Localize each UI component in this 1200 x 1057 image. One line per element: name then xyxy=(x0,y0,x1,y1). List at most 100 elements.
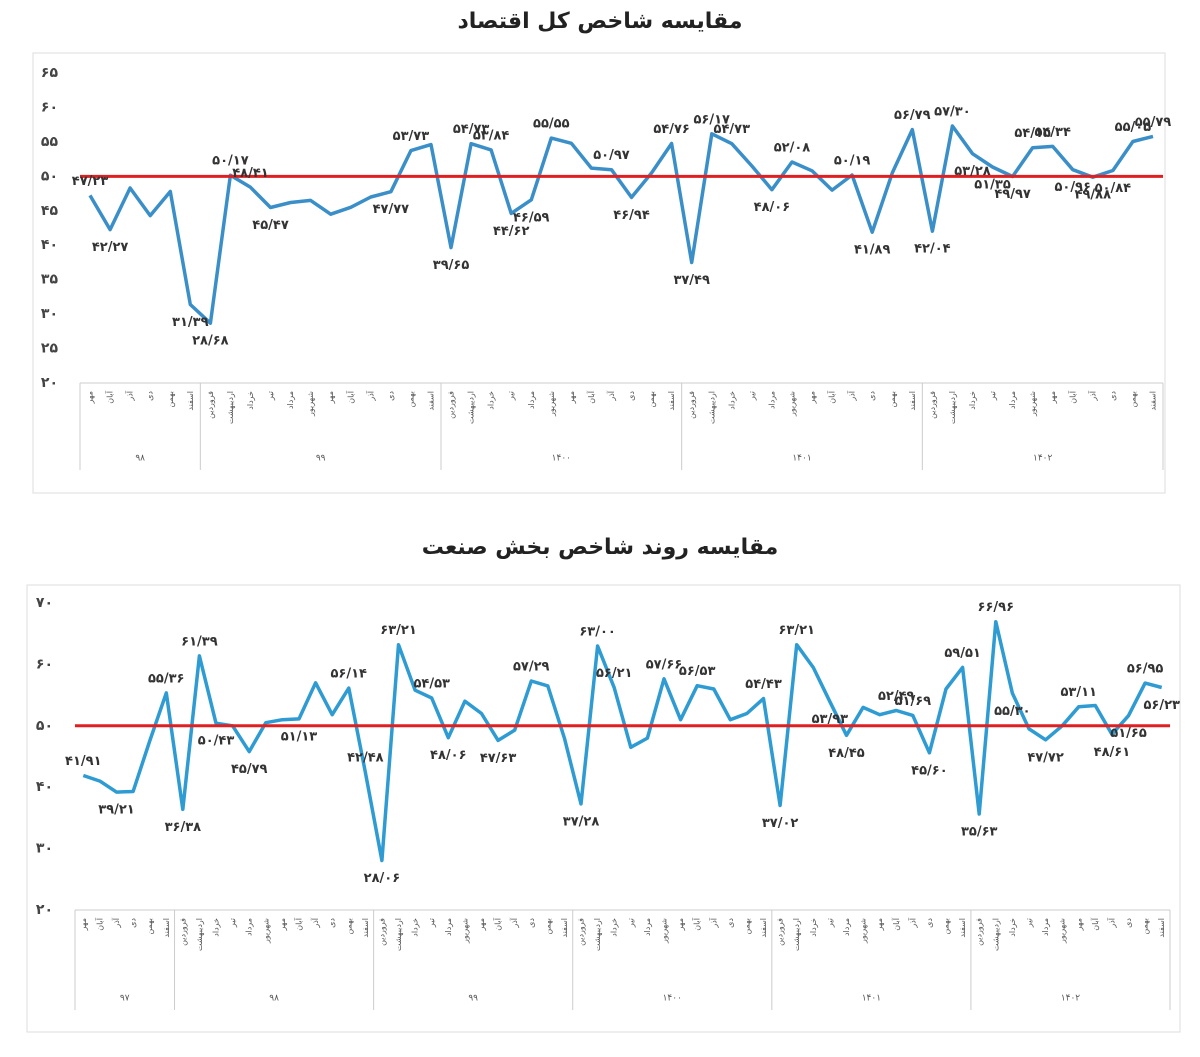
x-tick-label: اسفند xyxy=(186,391,195,411)
data-label: ۵۴/۳۴ xyxy=(1034,125,1071,140)
x-tick-label: آبان xyxy=(891,917,901,931)
data-label: ۵۳/۱۱ xyxy=(1061,685,1098,700)
data-label: ۵۵/۵۵ xyxy=(533,117,570,132)
data-label: ۴۵/۶۰ xyxy=(911,763,948,778)
data-label: ۴۷/۲۳ xyxy=(72,174,109,189)
data-label: ۴۱/۸۹ xyxy=(854,243,891,258)
x-tick-label: مرداد xyxy=(286,391,295,409)
x-tick-label: اسفند xyxy=(426,391,435,411)
y-tick-label: ۲۰ xyxy=(41,375,58,391)
data-label: ۵۶/۲۱ xyxy=(596,666,633,681)
x-tick-label: بهمن xyxy=(145,918,154,935)
x-tick-label: دی xyxy=(925,918,934,928)
x-tick-label: خرداد xyxy=(1008,918,1017,937)
y-tick-label: ۴۰ xyxy=(36,779,53,795)
x-tick-label: آبان xyxy=(493,917,503,931)
x-tick-label: آذر xyxy=(606,390,616,401)
data-label: ۵۱/۶۵ xyxy=(1110,726,1147,741)
data-label: ۵۶/۷۹ xyxy=(894,108,931,123)
x-tick-label: مهر xyxy=(808,391,817,404)
x-tick-label: شهریور xyxy=(1028,391,1037,417)
x-group-label: ۱۴۰۱ xyxy=(792,454,811,464)
data-label: ۴۹/۹۷ xyxy=(994,187,1031,202)
data-label: ۳۹/۶۵ xyxy=(433,258,470,273)
x-tick-label: اسفند xyxy=(560,918,569,938)
y-tick-label: ۷۰ xyxy=(36,595,53,611)
x-tick-label: آبان xyxy=(94,917,104,931)
data-label: ۵۰/۱۹ xyxy=(834,154,871,169)
x-tick-label: بهمن xyxy=(1141,918,1150,935)
data-label: ۴۲/۰۴ xyxy=(914,242,951,257)
x-tick-label: آذر xyxy=(1106,917,1116,928)
x-group-label: ۱۴۰۰ xyxy=(663,994,682,1004)
x-tick-label: مرداد xyxy=(767,391,776,409)
y-tick-label: ۴۵ xyxy=(41,203,59,219)
y-tick-label: ۵۰ xyxy=(41,168,58,184)
x-tick-label: آذر xyxy=(1087,390,1097,401)
data-label: ۵۱/۱۳ xyxy=(281,729,318,744)
data-label: ۵۷/۶۶ xyxy=(646,657,683,672)
x-tick-label: مرداد xyxy=(527,391,536,409)
data-label: ۵۰/۴۳ xyxy=(198,734,235,749)
x-tick-label: شهریور xyxy=(261,918,270,944)
x-tick-label: اردیبهشت xyxy=(792,918,801,951)
data-label: ۵۴/۷۳ xyxy=(453,122,490,137)
data-label: ۵۴/۱۵ xyxy=(1014,126,1051,141)
data-label: ۵۲/۴۹ xyxy=(878,689,915,704)
x-tick-label: فروردین xyxy=(377,918,386,946)
x-tick-label: دی xyxy=(146,391,155,401)
x-tick-label: اسفند xyxy=(1157,918,1166,938)
chart-frame xyxy=(26,584,1181,1033)
x-tick-label: مهر xyxy=(676,918,685,931)
x-tick-label: مرداد xyxy=(245,918,254,936)
x-tick-label: بهمن xyxy=(888,391,897,408)
x-group-label: ۹۷ xyxy=(120,994,130,1004)
data-label: ۶۱/۳۹ xyxy=(181,634,218,649)
x-tick-label: فروردین xyxy=(206,391,215,419)
x-tick-label: بهمن xyxy=(647,391,656,408)
data-label: ۳۱/۳۹ xyxy=(172,315,209,330)
y-tick-label: ۳۰ xyxy=(36,841,53,857)
data-label: ۵۷/۳۰ xyxy=(934,105,971,120)
x-tick-label: مهر xyxy=(875,918,884,931)
data-label: ۵۴/۷۶ xyxy=(653,122,690,137)
data-label: ۴۷/۶۳ xyxy=(480,751,517,766)
data-label: ۵۰/۹۷ xyxy=(593,148,630,163)
x-tick-label: دی xyxy=(1108,391,1117,401)
x-tick-label: اردیبهشت xyxy=(394,918,403,951)
x-tick-label: شهریور xyxy=(460,918,469,944)
data-label: ۲۸/۶۸ xyxy=(192,334,229,349)
y-tick-label: ۲۵ xyxy=(41,341,59,357)
y-tick-label: ۵۵ xyxy=(41,134,59,150)
x-tick-label: آبان xyxy=(1090,917,1100,931)
x-tick-label: آبان xyxy=(105,390,115,404)
x-tick-label: آبان xyxy=(293,917,303,931)
x-tick-label: مهر xyxy=(79,918,88,931)
data-label: ۴۶/۵۹ xyxy=(513,210,550,225)
data-label: ۳۵/۶۳ xyxy=(961,825,998,840)
data-label: ۵۴/۷۳ xyxy=(714,122,751,137)
data-label: ۵۳/۷۳ xyxy=(393,129,430,144)
x-tick-label: تیر xyxy=(988,391,997,401)
chart-title: مقایسه روند شاخص بخش صنعت xyxy=(422,535,779,560)
x-tick-label: خرداد xyxy=(968,391,977,410)
x-tick-label: مرداد xyxy=(842,918,851,936)
x-tick-label: آبان xyxy=(692,917,702,931)
x-tick-label: بهمن xyxy=(942,918,951,935)
data-label: ۶۳/۰۰ xyxy=(579,624,616,639)
data-label: ۵۶/۵۳ xyxy=(679,664,716,679)
x-tick-label: اردیبهشت xyxy=(991,918,1000,951)
x-tick-label: دی xyxy=(1124,918,1133,928)
data-label: ۵۴/۵۳ xyxy=(413,676,450,691)
x-tick-label: بهمن xyxy=(344,918,353,935)
y-tick-label: ۳۵ xyxy=(41,272,59,288)
data-label: ۳۷/۲۸ xyxy=(563,814,600,829)
data-label: ۴۸/۴۱ xyxy=(232,166,269,181)
x-tick-label: مهر xyxy=(1074,918,1083,931)
x-tick-label: خرداد xyxy=(487,391,496,410)
y-tick-label: ۵۰ xyxy=(36,718,53,734)
x-tick-label: اسفند xyxy=(162,918,171,938)
data-label: ۵۳/۸۴ xyxy=(473,128,510,143)
data-label: ۵۱/۶۹ xyxy=(895,694,932,709)
